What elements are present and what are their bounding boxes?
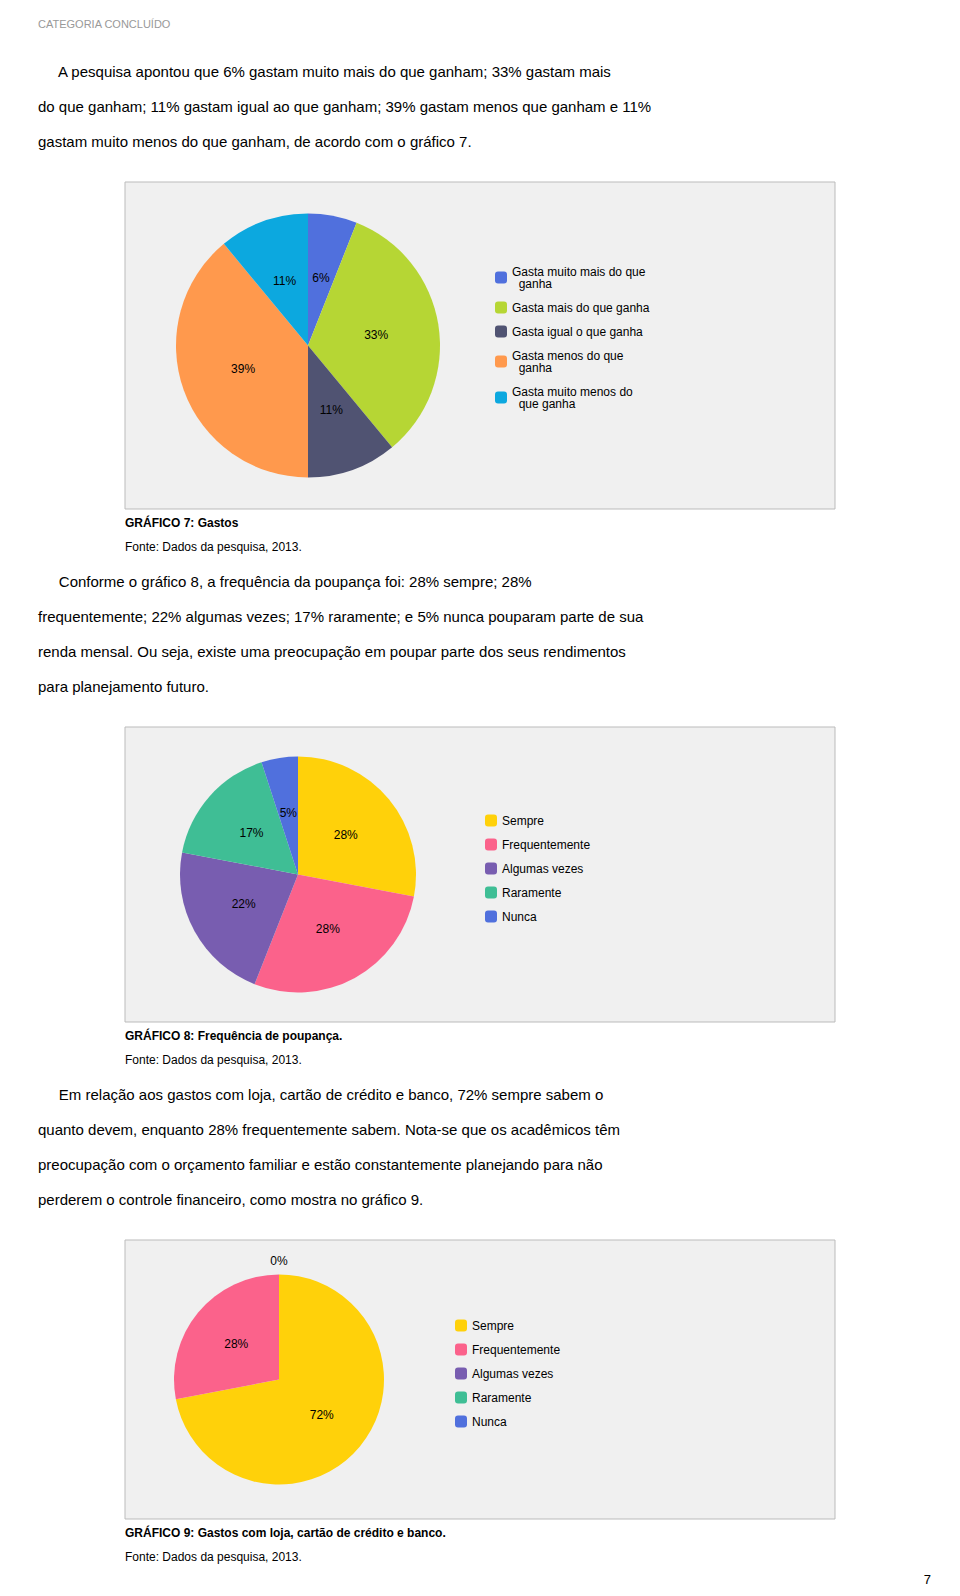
svg-text:GRÁFICO 8: Frequência de poupa: GRÁFICO 8: Frequência de poupança. [125,1028,342,1043]
svg-text:Frequentemente: Frequentemente [502,838,590,852]
svg-text:Algumas vezes: Algumas vezes [472,1367,553,1381]
svg-text:28%: 28% [334,828,358,842]
svg-text:28%: 28% [316,922,340,936]
svg-text:39%: 39% [231,362,255,376]
svg-text:Gasta menos do que: Gasta menos do que [512,348,624,363]
svg-text:quanto devem, enquanto 28% fre: quanto devem, enquanto 28% frequentement… [38,1121,620,1138]
svg-text:Nunca: Nunca [502,910,537,924]
svg-text:Gasta muito mais do que: Gasta muito mais do que [512,264,646,279]
svg-text:Raramente: Raramente [502,886,562,900]
svg-text:72%: 72% [310,1408,334,1422]
svg-text:Fonte: Dados da pesquisa, 2013: Fonte: Dados da pesquisa, 2013. [125,1550,302,1564]
svg-text:Sempre: Sempre [472,1319,514,1333]
svg-text:Gasta mais do que ganha: Gasta mais do que ganha [512,301,650,315]
svg-text:preocupação com o orçamento fa: preocupação com o orçamento familiar e e… [38,1156,603,1173]
svg-text:28%: 28% [224,1337,248,1351]
svg-text:7: 7 [924,1572,931,1587]
svg-text:GRÁFICO 7: Gastos: GRÁFICO 7: Gastos [125,515,239,530]
svg-text:Raramente: Raramente [472,1391,532,1405]
svg-text:33%: 33% [364,328,388,342]
svg-text:frequentemente; 22% algumas ve: frequentemente; 22% algumas vezes; 17% r… [38,608,644,625]
svg-text:Em relação aos gastos com loja: Em relação aos gastos com loja, cartão d… [38,1086,603,1103]
svg-text:Frequentemente: Frequentemente [472,1343,560,1357]
svg-text:11%: 11% [320,403,343,417]
svg-text:para planejamento futuro.: para planejamento futuro. [38,678,209,695]
svg-text:6%: 6% [312,271,330,285]
svg-text:que ganha: que ganha [512,397,576,411]
svg-text:0%: 0% [270,1254,288,1268]
svg-text:ganha: ganha [512,277,552,291]
svg-text:Algumas vezes: Algumas vezes [502,862,583,876]
svg-text:renda mensal. Ou seja, existe: renda mensal. Ou seja, existe uma preocu… [38,643,626,660]
svg-text:do que ganham; 11% gastam igua: do que ganham; 11% gastam igual ao que g… [38,98,651,115]
svg-text:Sempre: Sempre [502,814,544,828]
svg-text:Nunca: Nunca [472,1415,507,1429]
svg-text:CATEGORIA CONCLUÍDO: CATEGORIA CONCLUÍDO [38,18,171,30]
svg-text:Fonte: Dados da pesquisa, 2013: Fonte: Dados da pesquisa, 2013. [125,1053,302,1067]
svg-text:Conforme o gráfico 8, a frequê: Conforme o gráfico 8, a frequência da po… [38,573,532,590]
svg-text:ganha: ganha [512,361,552,375]
svg-text:5%: 5% [280,806,298,820]
svg-text:GRÁFICO 9: Gastos com loja, ca: GRÁFICO 9: Gastos com loja, cartão de cr… [125,1525,446,1540]
svg-text:Gasta igual o que ganha: Gasta igual o que ganha [512,325,643,339]
svg-text:Fonte: Dados da pesquisa, 2013: Fonte: Dados da pesquisa, 2013. [125,540,302,554]
svg-text:Gasta muito menos do: Gasta muito menos do [512,384,633,399]
svg-text:17%: 17% [239,826,263,840]
svg-text:A pesquisa apontou que 6% gast: A pesquisa apontou que 6% gastam muito m… [38,63,611,80]
svg-text:perderem o controle financeiro: perderem o controle financeiro, como mos… [38,1191,423,1208]
svg-text:11%: 11% [273,274,296,288]
svg-text:gastam muito menos do que ganh: gastam muito menos do que ganham, de aco… [38,133,472,150]
svg-text:22%: 22% [232,897,256,911]
